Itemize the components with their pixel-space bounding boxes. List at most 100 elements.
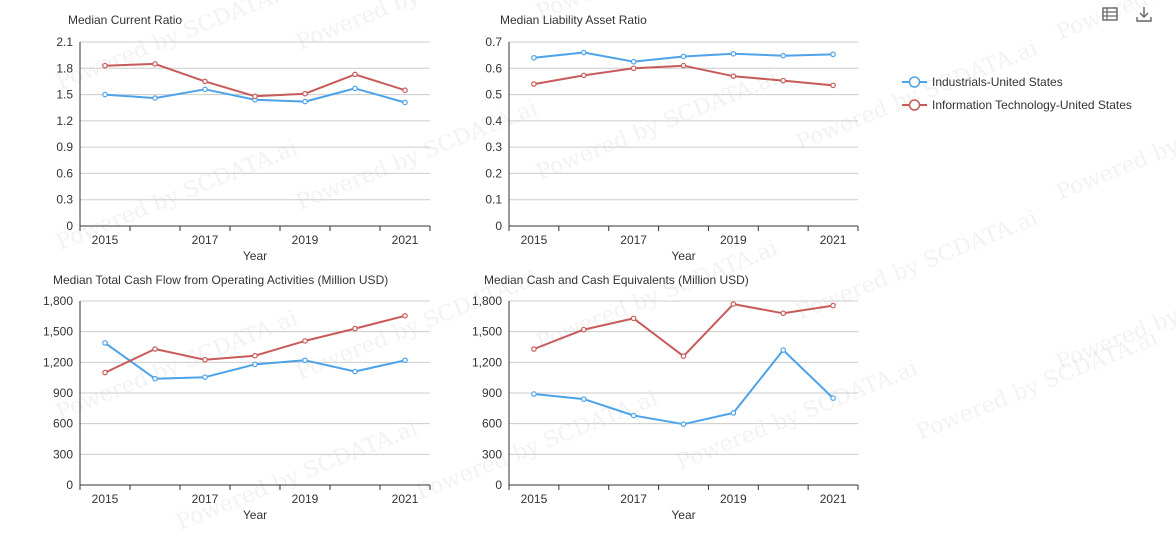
- y-tick-label: 900: [53, 386, 73, 400]
- x-tick-label: 2021: [820, 492, 847, 506]
- y-tick-label: 1,500: [472, 325, 502, 339]
- watermark-text: Powered by SCDATA.ai: [173, 416, 421, 536]
- data-point-information-technology: [402, 87, 408, 93]
- data-point-industrials: [531, 54, 537, 61]
- y-tick-label: 900: [482, 386, 502, 400]
- data-point-industrials: [102, 340, 108, 346]
- data-point-industrials: [630, 412, 637, 419]
- y-tick-label: 0.5: [485, 88, 502, 102]
- download-icon[interactable]: [1134, 4, 1154, 24]
- y-tick-label: 0.3: [485, 140, 502, 154]
- data-point-industrials: [680, 421, 687, 427]
- x-tick-label: 2017: [192, 492, 219, 506]
- data-point-information-technology: [102, 369, 108, 376]
- data-point-information-technology: [252, 93, 258, 100]
- x-axis-label: Year: [243, 508, 267, 522]
- chart-title: Median Total Cash Flow from Operating Ac…: [53, 273, 388, 287]
- data-point-information-technology: [302, 90, 308, 97]
- y-tick-label: 1.5: [56, 88, 73, 102]
- data-point-industrials: [630, 58, 637, 65]
- data-point-information-technology: [630, 315, 637, 322]
- x-axis-label: Year: [243, 249, 267, 263]
- watermark-text: Powered by SCDATA.ai: [533, 236, 781, 356]
- y-tick-label: 2.1: [56, 35, 73, 49]
- data-point-information-technology: [780, 310, 787, 317]
- data-view-icon[interactable]: [1100, 4, 1120, 24]
- x-tick-label: 2015: [521, 492, 548, 506]
- data-point-industrials: [730, 51, 737, 57]
- watermark-text: Powered by SCDATA.ai: [53, 136, 301, 256]
- x-tick-label: 2021: [392, 233, 419, 247]
- data-point-industrials: [302, 357, 308, 364]
- chart-title: Median Cash and Cash Equivalents (Millio…: [484, 273, 749, 287]
- data-point-industrials: [531, 391, 537, 397]
- data-point-industrials: [730, 410, 737, 416]
- x-tick-label: 2021: [820, 233, 847, 247]
- data-point-information-technology: [730, 73, 737, 79]
- watermark-text: Powered by SCDATA.ai: [533, 66, 781, 186]
- data-point-information-technology: [252, 352, 258, 359]
- y-tick-label: 1,200: [472, 355, 502, 369]
- data-point-information-technology: [830, 82, 836, 89]
- data-point-information-technology: [202, 78, 208, 85]
- data-point-industrials: [352, 368, 358, 375]
- y-tick-label: 300: [53, 447, 73, 461]
- data-point-industrials: [402, 99, 408, 106]
- x-tick-label: 2019: [292, 233, 319, 247]
- x-tick-label: 2015: [92, 492, 119, 506]
- watermark-text: Powered by SCDATA.ai: [53, 306, 301, 426]
- data-point-industrials: [402, 357, 408, 364]
- y-tick-label: 600: [53, 417, 73, 431]
- chart-1: Median Current Ratio 0 0.3 0.6 0.9 1.2 1.5 1.8 2…: [56, 13, 431, 263]
- data-point-industrials: [780, 52, 787, 59]
- y-tick-label: 0.6: [56, 166, 73, 180]
- y-tick-label: 1,500: [43, 325, 73, 339]
- data-point-industrials: [152, 375, 158, 382]
- watermark-text: Powered by SCDATA.ai: [293, 96, 541, 216]
- y-tick-label: 1,800: [472, 294, 502, 308]
- data-point-information-technology: [580, 72, 587, 79]
- y-tick-label: 0.7: [485, 35, 502, 49]
- y-tick-label: 600: [482, 417, 502, 431]
- data-point-industrials: [680, 53, 687, 60]
- data-point-industrials: [102, 91, 108, 98]
- legend-item-industrials[interactable]: Industrials-United States: [902, 70, 1132, 93]
- data-point-information-technology: [402, 313, 408, 319]
- x-tick-label: 2019: [720, 233, 747, 247]
- data-point-industrials: [202, 86, 208, 93]
- data-point-industrials: [780, 347, 787, 353]
- data-point-information-technology: [531, 81, 537, 87]
- chart-2: Median Liability Asset Ratio 0 0.1 0.2 0.3 0.…: [485, 13, 859, 263]
- data-point-industrials: [302, 98, 308, 105]
- watermark-text: Powered by SCDATA.ai: [293, 0, 541, 56]
- x-tick-label: 2021: [392, 492, 419, 506]
- y-tick-label: 0: [66, 478, 73, 492]
- y-tick-label: 0.3: [56, 193, 73, 207]
- data-point-information-technology: [730, 301, 737, 307]
- data-point-industrials: [202, 374, 208, 380]
- legend-label-industrials: Industrials-United States: [932, 74, 1063, 89]
- x-tick-label: 2017: [620, 492, 647, 506]
- watermark-text: Powered by SCDATA.ai: [673, 356, 921, 476]
- legend-item-information-technology[interactable]: Information Technology-United States: [902, 93, 1132, 116]
- y-tick-label: 1.8: [56, 61, 73, 75]
- y-tick-label: 0.9: [56, 140, 73, 154]
- chart-title: Median Current Ratio: [68, 13, 182, 27]
- data-point-information-technology: [780, 77, 787, 84]
- legend-marker-industrials: [902, 75, 927, 88]
- data-point-information-technology: [830, 302, 836, 309]
- legend: Industrials-United States Information Te…: [902, 70, 1132, 116]
- data-point-information-technology: [302, 338, 308, 344]
- y-tick-label: 0.6: [485, 61, 502, 75]
- y-tick-label: 0.1: [485, 193, 502, 207]
- y-tick-label: 1.2: [56, 114, 73, 128]
- data-point-industrials: [152, 95, 158, 101]
- data-point-industrials: [830, 51, 836, 58]
- y-tick-label: 300: [482, 447, 502, 461]
- x-tick-label: 2019: [720, 492, 747, 506]
- data-point-information-technology: [152, 61, 158, 67]
- data-point-industrials: [352, 85, 358, 92]
- data-point-information-technology: [680, 353, 687, 360]
- data-point-industrials: [830, 395, 836, 401]
